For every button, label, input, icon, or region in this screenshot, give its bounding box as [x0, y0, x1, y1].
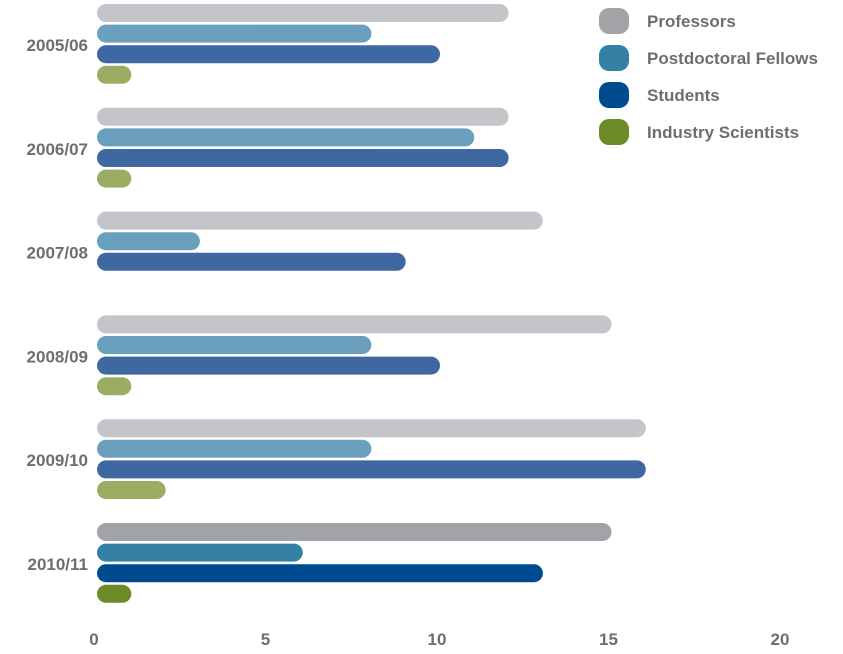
bar-postdoctoral-fellows-2008-09: [97, 336, 372, 354]
bar-industry-scientists-2009-10: [97, 481, 166, 499]
legend-label: Professors: [647, 12, 736, 31]
x-tick-label: 20: [771, 630, 790, 649]
bar-industry-scientists-2006-07: [97, 169, 132, 188]
bar-postdoctoral-fellows-2010-11: [97, 543, 303, 562]
bar-students-2007-08: [97, 252, 406, 271]
legend-swatch: [599, 119, 629, 145]
bar-professors-2006-07: [97, 107, 509, 126]
bar-students-2008-09: [97, 356, 440, 375]
bar-industry-scientists-2005-06: [97, 65, 132, 84]
bar-professors-2007-08: [97, 211, 543, 230]
category-label: 2006/07: [27, 140, 88, 159]
bar-postdoctoral-fellows-2007-08: [97, 232, 200, 251]
bar-postdoctoral-fellows-2005-06: [97, 24, 372, 43]
x-tick-label: 0: [89, 630, 98, 649]
bar-professors-2005-06: [97, 4, 509, 22]
bars-group: [97, 4, 646, 603]
category-label: 2008/09: [27, 347, 88, 366]
category-labels: 2005/06 2006/07 2007/08 2008/09 2009/10 2010/…: [27, 36, 88, 574]
x-axis-ticks: 0 5 10 15 20: [89, 630, 789, 649]
bar-students-2005-06: [97, 45, 440, 64]
bar-professors-2009-10: [97, 419, 646, 438]
bar-students-2010-11: [97, 564, 543, 583]
category-label: 2010/11: [27, 555, 88, 574]
legend-swatch: [599, 8, 629, 34]
x-tick-label: 10: [428, 630, 447, 649]
bar-students-2006-07: [97, 149, 509, 167]
category-label: 2007/08: [27, 244, 88, 263]
bar-professors-2010-11: [97, 523, 612, 541]
legend-label: Postdoctoral Fellows: [647, 49, 818, 68]
bar-industry-scientists-2010-11: [97, 584, 132, 603]
x-tick-label: 15: [599, 630, 618, 649]
x-tick-label: 5: [261, 630, 270, 649]
bar-professors-2008-09: [97, 315, 612, 334]
bar-students-2009-10: [97, 460, 646, 479]
bar-postdoctoral-fellows-2009-10: [97, 439, 372, 458]
legend-swatch: [599, 45, 629, 71]
legend-swatch: [599, 82, 629, 108]
bar-industry-scientists-2008-09: [97, 377, 132, 396]
legend: Professors Postdoctoral Fellows Students In…: [599, 8, 818, 145]
legend-label: Students: [647, 86, 720, 105]
bar-postdoctoral-fellows-2006-07: [97, 128, 475, 147]
legend-label: Industry Scientists: [647, 123, 799, 142]
category-label: 2009/10: [27, 451, 88, 470]
category-label: 2005/06: [27, 36, 88, 55]
